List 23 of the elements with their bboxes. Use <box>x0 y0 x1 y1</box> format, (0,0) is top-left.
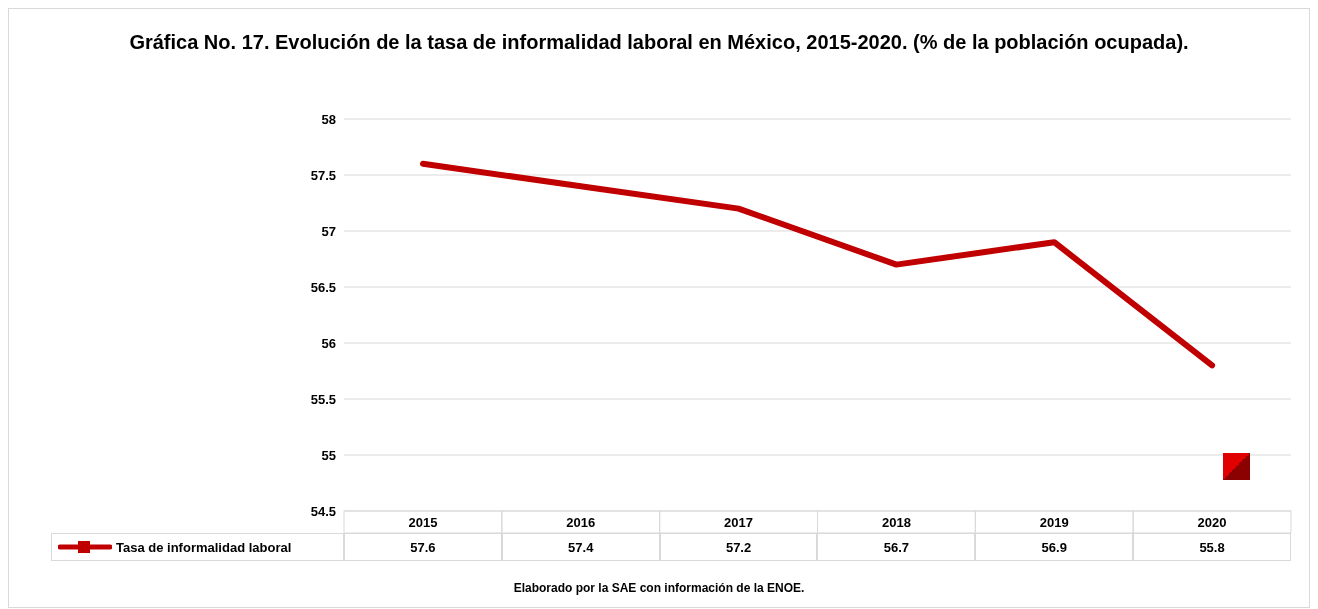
data-label: 55.8 <box>1133 533 1291 561</box>
text: Elaborado por la SAE con información de la ENOE. <box>512 580 806 597</box>
x-tick-label: 2018 <box>881 515 911 530</box>
y-tick-label: 58 <box>321 111 336 127</box>
y-tick-label: 57.5 <box>310 167 336 183</box>
y-tick-label: 57 <box>321 223 336 239</box>
y-tick-label: 55.5 <box>310 391 336 407</box>
data-label: 56.7 <box>817 533 976 561</box>
data-label: 56.9 <box>975 533 1134 561</box>
chart-title: Gráfica No. 17. Evolución de la tasa de informalidad laboral en México, 2015-2020. (% de la población ocupada). <box>128 30 1190 55</box>
x-tick-label: 2016 <box>566 515 596 530</box>
legend-label: Tasa de informalidad laboral <box>116 539 292 555</box>
y-tick-label: 56 <box>321 335 336 351</box>
x-tick-label: 2020 <box>1197 515 1227 530</box>
y-tick-label: 54.5 <box>310 503 336 519</box>
data-label: 57.4 <box>501 533 660 561</box>
data-label: 57.6 <box>344 533 502 561</box>
x-tick-label: 2017 <box>724 515 754 530</box>
x-tick-label: 2015 <box>408 515 438 530</box>
data-label: 57.2 <box>659 533 818 561</box>
x-tick-label: 2019 <box>1039 515 1069 530</box>
y-tick-label: 56.5 <box>310 279 336 295</box>
y-tick-label: 55 <box>321 447 336 463</box>
